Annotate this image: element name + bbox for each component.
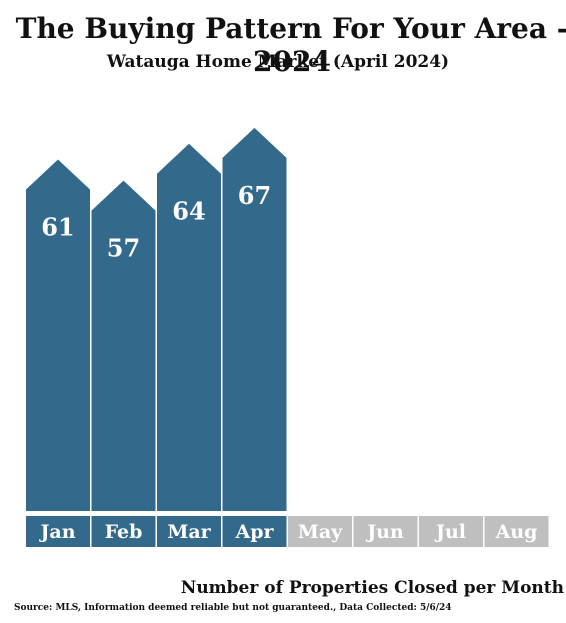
data-label-apr: 67: [238, 181, 271, 210]
source-note: Source: MLS, Information deemed reliable…: [14, 603, 452, 613]
x-tick-label-aug: Aug: [495, 521, 538, 543]
bar-apr: [222, 127, 287, 511]
bar-jan: [26, 159, 90, 511]
data-label-mar: 64: [172, 197, 205, 226]
month-label-box-jun: [353, 516, 418, 547]
month-label-box-jan: [26, 516, 90, 547]
month-label-box-apr: [222, 516, 287, 547]
x-tick-label-jan: Jan: [38, 521, 75, 543]
x-tick-label-jul: Jul: [434, 521, 466, 543]
data-label-feb: 57: [107, 234, 140, 263]
x-tick-label-jun: Jun: [365, 521, 404, 543]
month-label-box-aug: [484, 516, 549, 547]
x-tick-label-feb: Feb: [105, 521, 143, 543]
x-tick-label-may: May: [298, 521, 343, 543]
bar-mar: [157, 143, 221, 511]
chart-title: The Buying Pattern For Your Area - 2024: [15, 12, 566, 78]
month-label-box-may: [288, 516, 352, 547]
x-tick-label-mar: Mar: [167, 521, 211, 543]
chart-subtitle: Watauga Home Market (April 2024): [106, 52, 450, 72]
bar-feb: [91, 180, 156, 512]
data-label-jan: 61: [41, 213, 74, 242]
x-tick-label-apr: Apr: [234, 521, 274, 543]
month-label-box-jul: [419, 516, 483, 547]
month-label-box-feb: [91, 516, 156, 547]
month-label-box-mar: [157, 516, 221, 547]
chart-caption: Number of Properties Closed per Month: [180, 578, 564, 598]
